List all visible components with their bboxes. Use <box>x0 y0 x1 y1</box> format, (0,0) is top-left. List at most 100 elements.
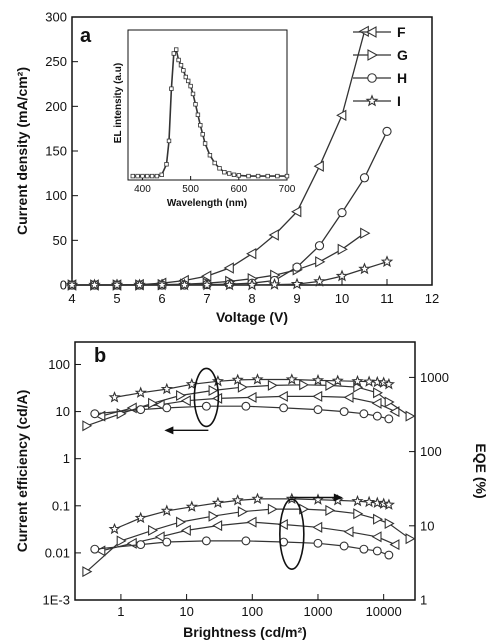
legend-entry-H: H <box>353 70 407 86</box>
data-point <box>176 389 186 402</box>
panel-b-y-axis-label: Current efficiency (cd/A) <box>14 390 30 553</box>
data-point <box>382 498 395 510</box>
series-ce-H <box>90 401 394 424</box>
data-point <box>312 390 323 402</box>
inset-data-point <box>202 141 208 146</box>
panel-b-x-ticks: 1 10 100 1000 10000 <box>117 594 402 619</box>
data-point <box>136 405 146 415</box>
annotation-ellipse-efficiency <box>193 367 220 428</box>
series-ce-G <box>82 379 416 432</box>
data-point <box>277 518 288 531</box>
inset-data-point <box>198 123 203 128</box>
inset-data-point <box>193 102 198 107</box>
series-eqe-H <box>90 536 394 560</box>
inset-data-point <box>275 173 280 179</box>
data-point <box>371 397 382 409</box>
inset-data-point <box>164 162 169 167</box>
data-point <box>241 401 251 411</box>
data-point <box>343 391 354 403</box>
data-point <box>267 503 278 515</box>
data-point <box>160 382 173 395</box>
data-point <box>241 536 251 546</box>
data-point <box>88 278 101 291</box>
data-point <box>353 508 364 520</box>
inset-data-point <box>178 63 184 68</box>
legend-marker <box>365 94 379 107</box>
series-eqe-F <box>95 516 400 557</box>
data-point <box>313 405 323 415</box>
data-point <box>291 205 302 218</box>
data-point <box>373 513 384 525</box>
data-point <box>382 377 395 390</box>
data-point <box>384 550 394 560</box>
data-point <box>311 373 325 386</box>
data-point <box>148 397 159 409</box>
inset-data-point <box>166 138 172 144</box>
data-point <box>237 506 248 518</box>
y-tick-label: 300 <box>45 10 67 25</box>
series-ce-F <box>95 390 400 422</box>
data-point <box>251 373 264 385</box>
y-tick-label: 200 <box>45 99 67 114</box>
inset-data-point <box>140 173 145 179</box>
data-point <box>336 109 347 122</box>
data-point <box>134 386 147 398</box>
series-line-G <box>72 232 365 286</box>
inset-series <box>130 47 290 179</box>
x-tick-label: 10 <box>179 604 193 619</box>
panel-a-series <box>65 25 394 291</box>
data-point <box>371 531 382 543</box>
panel-a-letter: a <box>80 25 92 47</box>
y-tick-label: 10 <box>56 404 70 419</box>
y-tick-label: 100 <box>48 357 70 372</box>
data-point <box>201 270 212 282</box>
data-point <box>313 538 323 548</box>
legend-entry-G: G <box>353 47 408 63</box>
data-point <box>337 208 347 218</box>
data-point <box>200 278 214 291</box>
panel-b-annotations <box>164 367 343 570</box>
data-point <box>237 381 248 393</box>
data-point <box>201 401 211 411</box>
data-point <box>162 403 172 413</box>
inset-data-point <box>145 173 150 179</box>
data-point <box>359 409 369 419</box>
data-point <box>82 566 93 578</box>
legend-marker <box>365 26 377 38</box>
data-point <box>108 391 121 403</box>
data-point <box>246 391 257 403</box>
data-point <box>339 541 349 551</box>
data-point <box>325 379 336 391</box>
panel-b: 1 10 100 1000 10000 1E-3 0.01 0.1 1 10 100 1 10 100… <box>14 341 489 640</box>
data-point <box>223 262 234 274</box>
panel-a-y-axis-label: Current density (mA/cm²) <box>14 67 30 235</box>
inset-data-point <box>185 78 191 84</box>
data-point <box>382 126 392 136</box>
inset-x-tick-label: 500 <box>182 184 199 195</box>
data-point <box>380 255 394 268</box>
inset-data-point <box>183 74 188 80</box>
right-y-tick-label: 100 <box>420 444 442 459</box>
inset-data-point <box>188 83 193 89</box>
inset-data-point <box>149 173 155 179</box>
inset-x-tick-label: 700 <box>279 184 296 195</box>
panel-b-y-ticks: 1E-3 0.01 0.1 1 10 100 <box>43 357 81 608</box>
data-point <box>134 511 147 524</box>
inset-frame <box>127 29 288 181</box>
data-point <box>277 390 288 402</box>
data-point <box>251 492 264 505</box>
panel-a-x-ticks: 4 5 6 7 8 9 10 11 12 <box>68 279 439 306</box>
right-y-tick-label: 1000 <box>420 370 449 385</box>
y-tick-label: 0.01 <box>45 545 70 560</box>
legend-marker <box>367 73 377 83</box>
data-point <box>315 256 326 268</box>
inset-data-point <box>284 173 290 179</box>
inset-data-point <box>130 173 135 179</box>
x-tick-label: 12 <box>425 291 439 306</box>
data-point <box>212 392 223 404</box>
data-point <box>363 495 376 508</box>
x-tick-label: 9 <box>293 291 300 306</box>
x-tick-label: 10000 <box>366 604 402 619</box>
inset-data-point <box>231 172 237 177</box>
